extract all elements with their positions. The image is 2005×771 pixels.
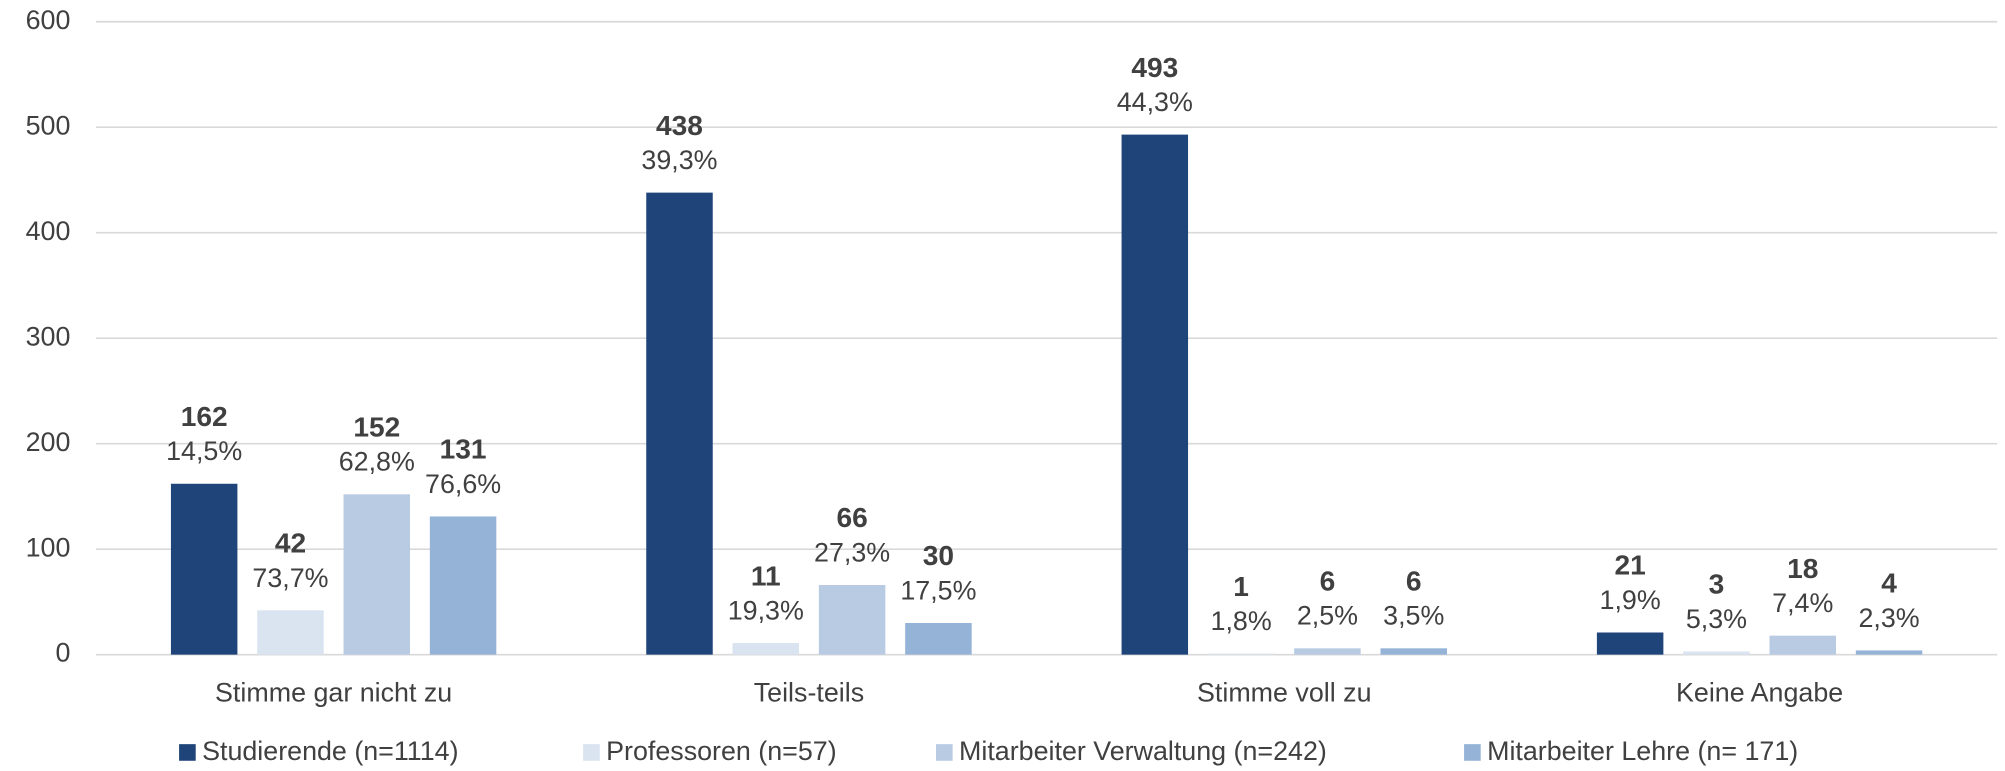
bar xyxy=(170,483,238,655)
value-label: 1 xyxy=(1233,571,1249,602)
share-label: 1,8% xyxy=(1211,606,1272,636)
share-label: 73,7% xyxy=(252,563,328,593)
bar xyxy=(646,192,713,655)
x-tick-label: Stimme voll zu xyxy=(1197,677,1372,707)
share-label: 17,5% xyxy=(900,575,976,605)
bar xyxy=(1683,651,1750,655)
share-label: 7,4% xyxy=(1772,588,1833,618)
bar xyxy=(1769,635,1836,655)
bar xyxy=(343,494,411,655)
value-label: 11 xyxy=(751,560,781,591)
value-label: 131 xyxy=(440,434,487,465)
share-label: 3,5% xyxy=(1383,601,1444,631)
bar xyxy=(1294,648,1361,655)
share-label: 1,9% xyxy=(1600,585,1661,615)
bar xyxy=(1207,653,1275,655)
share-label: 14,5% xyxy=(166,436,242,466)
legend-swatch xyxy=(179,744,196,761)
y-tick-label: 600 xyxy=(26,5,71,35)
bar xyxy=(905,623,972,655)
y-tick-label: 0 xyxy=(55,638,70,668)
y-tick-label: 400 xyxy=(26,216,71,246)
y-tick-label: 300 xyxy=(26,321,71,351)
value-label: 42 xyxy=(275,528,306,559)
bar xyxy=(1855,650,1923,655)
share-label: 76,6% xyxy=(425,469,501,499)
legend-label: Studierende (n=1114) xyxy=(202,736,458,766)
bar xyxy=(429,516,497,655)
bar xyxy=(257,610,324,655)
value-label: 493 xyxy=(1131,52,1178,83)
value-label: 6 xyxy=(1406,566,1422,597)
value-label: 152 xyxy=(353,412,400,443)
value-label: 438 xyxy=(656,110,703,141)
value-label: 30 xyxy=(923,540,954,571)
share-label: 27,3% xyxy=(814,537,890,567)
value-label: 18 xyxy=(1787,553,1818,584)
share-label: 39,3% xyxy=(641,145,717,175)
y-tick-label: 100 xyxy=(26,532,71,562)
legend-swatch xyxy=(1464,744,1481,761)
share-label: 5,3% xyxy=(1686,604,1747,634)
bar xyxy=(1121,134,1189,655)
share-label: 19,3% xyxy=(728,595,804,625)
value-label: 3 xyxy=(1709,569,1725,600)
bar xyxy=(818,585,886,655)
x-tick-label: Keine Angabe xyxy=(1676,677,1843,707)
value-label: 6 xyxy=(1320,566,1336,597)
x-tick-label: Teils-teils xyxy=(754,677,864,707)
value-label: 162 xyxy=(181,401,228,432)
value-label: 66 xyxy=(836,502,867,533)
share-label: 44,3% xyxy=(1117,87,1193,117)
bar xyxy=(1596,632,1664,655)
value-label: 4 xyxy=(1881,568,1897,599)
legend-swatch xyxy=(583,744,600,761)
legend-label: Mitarbeiter Verwaltung (n=242) xyxy=(959,736,1327,766)
value-label: 21 xyxy=(1614,550,1645,581)
legend-label: Professoren (n=57) xyxy=(606,736,837,766)
bar xyxy=(732,643,800,655)
legend-swatch xyxy=(936,744,953,761)
y-tick-label: 500 xyxy=(26,110,71,140)
share-label: 2,5% xyxy=(1297,601,1358,631)
bar xyxy=(1380,648,1447,655)
legend-label: Mitarbeiter Lehre (n= 171) xyxy=(1487,736,1798,766)
share-label: 62,8% xyxy=(339,447,415,477)
x-tick-label: Stimme gar nicht zu xyxy=(215,677,452,707)
y-tick-label: 200 xyxy=(26,427,71,457)
share-label: 2,3% xyxy=(1858,603,1919,633)
